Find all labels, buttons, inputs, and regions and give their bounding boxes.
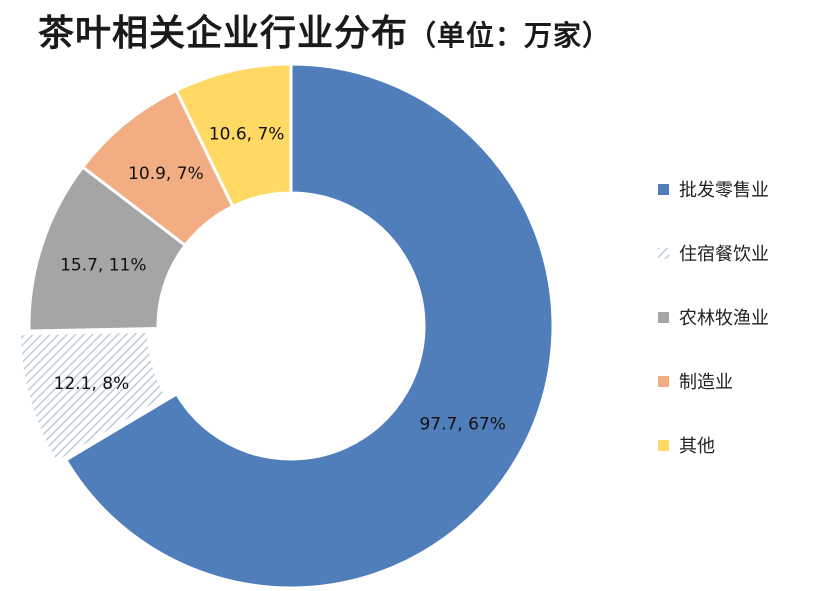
chart-title: 茶叶相关企业行业分布（单位：万家） [38, 4, 611, 56]
legend-label-4: 其他 [679, 436, 715, 457]
legend-swatch-2 [658, 311, 669, 323]
data-label-3: 10.9, 7% [128, 164, 204, 184]
chart-legend: 批发零售业住宿餐饮业农林牧渔业制造业其他 [658, 176, 769, 496]
donut-slice-4 [174, 62, 293, 209]
legend-item-1: 住宿餐饮业 [658, 240, 769, 266]
legend-swatch-0 [658, 183, 669, 195]
legend-item-3: 制造业 [658, 368, 769, 394]
legend-swatch-3 [658, 375, 669, 387]
legend-item-0: 批发零售业 [658, 176, 769, 202]
data-label-0: 97.7, 67% [419, 415, 505, 435]
chart-title-main: 茶叶相关企业行业分布 [38, 13, 409, 54]
legend-label-2: 农林牧渔业 [679, 308, 769, 329]
donut-slice-1 [17, 329, 170, 465]
legend-label-3: 制造业 [679, 372, 733, 393]
legend-item-4: 其他 [658, 432, 769, 458]
legend-swatch-4 [658, 439, 669, 451]
legend-item-2: 农林牧渔业 [658, 304, 769, 330]
legend-label-0: 批发零售业 [679, 180, 769, 201]
legend-label-1: 住宿餐饮业 [679, 244, 769, 265]
donut-slice-0 [63, 62, 555, 590]
chart-title-unit: （单位：万家） [408, 19, 612, 52]
data-label-1: 12.1, 8% [54, 374, 130, 394]
legend-swatch-1 [658, 247, 669, 259]
data-label-4: 10.6, 7% [209, 125, 285, 145]
data-label-2: 15.7, 11% [60, 256, 146, 276]
